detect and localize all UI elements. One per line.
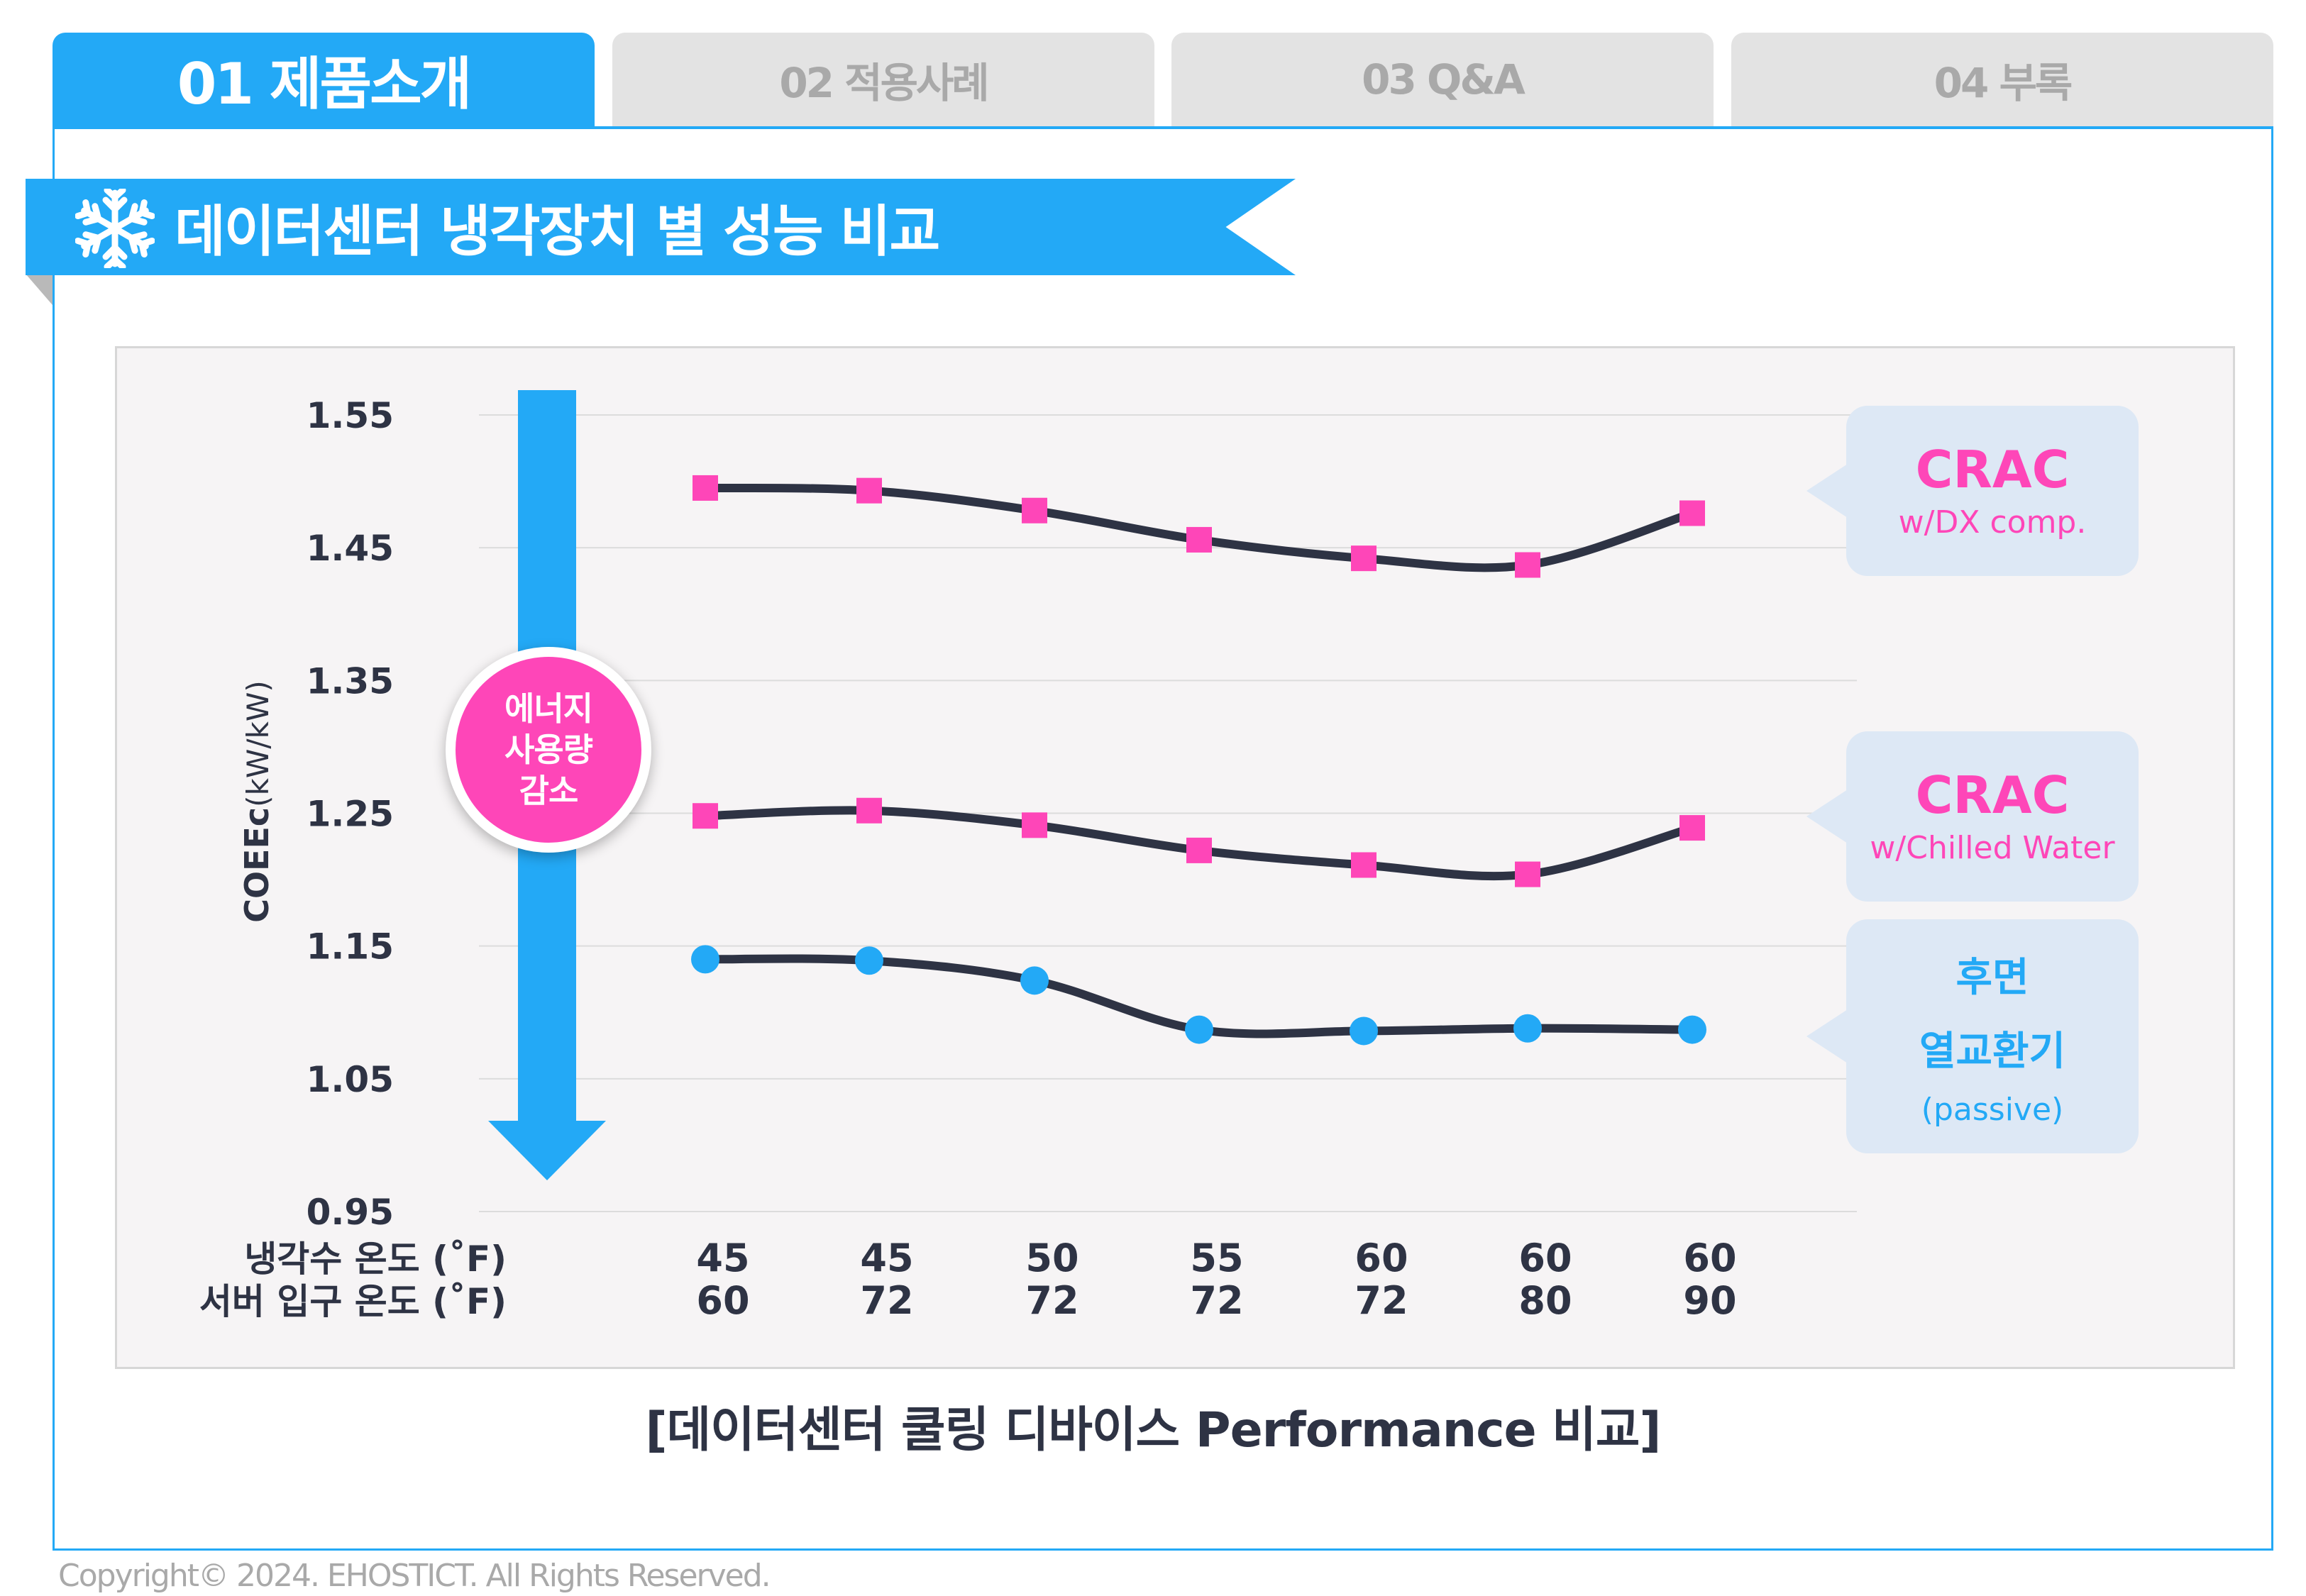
snowflake-icon xyxy=(75,189,155,268)
tab-product-intro[interactable]: 01 제품소개 xyxy=(53,33,595,126)
series-rear-door-point xyxy=(1185,1015,1213,1044)
tab-bar: 01 제품소개 02 적용사례 03 Q&A 04 부록 xyxy=(53,33,2273,126)
legend-crac-dx-sub: w/DX comp. xyxy=(1898,504,2087,541)
y-tick-label: 1.05 xyxy=(307,1059,394,1100)
x-tick-label: 50 xyxy=(1025,1236,1078,1280)
series-crac-chilled-point xyxy=(1022,812,1047,838)
series-rear-door-point xyxy=(1513,1014,1542,1043)
series-crac-dx-point xyxy=(693,475,718,501)
series-crac-chilled-point xyxy=(693,803,718,829)
chart-caption: [데이터센터 쿨링 디바이스 Performance 비교] xyxy=(645,1402,1661,1458)
section-title: 데이터센터 냉각장치 별 성능 비교 xyxy=(175,200,940,264)
y-tick-label: 1.35 xyxy=(307,660,394,702)
series-crac-dx-point xyxy=(1351,545,1377,572)
tab-use-cases[interactable]: 02 적용사례 xyxy=(612,33,1154,126)
y-axis-unit: (kW/kW) xyxy=(241,680,275,807)
x-tick-label: 80 xyxy=(1518,1278,1572,1323)
section-ribbon xyxy=(26,179,1296,275)
series-crac-dx-point xyxy=(1515,552,1540,578)
x-tick-label: 60 xyxy=(1518,1236,1572,1280)
copyright: Copyright© 2024. EHOSTICT. All Rights Re… xyxy=(58,1558,771,1594)
series-crac-dx-point xyxy=(1022,497,1047,523)
legend-crac-dx: CRAC w/DX comp. xyxy=(1806,406,2139,576)
x-tick-label: 45 xyxy=(860,1236,913,1280)
legend-rear-door-sub: (passive) xyxy=(1921,1092,2064,1128)
series-crac-chilled-point xyxy=(1679,815,1705,841)
x-row-label: 냉각수 온도 (˚F) xyxy=(244,1238,507,1280)
legend-rear-door-title-1: 후면 xyxy=(1955,955,2029,1001)
series-rear-door-point xyxy=(1678,1015,1706,1044)
series-rear-door-point xyxy=(855,946,883,975)
series-crac-chilled-point xyxy=(1186,837,1212,863)
y-tick-label: 1.55 xyxy=(307,395,394,436)
tab-appendix[interactable]: 04 부록 xyxy=(1731,33,2273,126)
x-tick-label: 72 xyxy=(1190,1278,1243,1323)
ribbon-fold xyxy=(26,274,53,305)
x-tick-label: 60 xyxy=(696,1278,749,1323)
x-tick-label: 72 xyxy=(1025,1278,1078,1323)
series-crac-dx-point xyxy=(1679,500,1705,526)
x-tick-label: 60 xyxy=(1683,1236,1736,1280)
series-rear-door-point xyxy=(1350,1016,1378,1046)
series-crac-chilled-point xyxy=(856,797,882,824)
tab-qna[interactable]: 03 Q&A xyxy=(1171,33,1714,126)
legend-crac-chilled: CRAC w/Chilled Water xyxy=(1806,731,2139,902)
legend-crac-chilled-sub: w/Chilled Water xyxy=(1870,830,2115,866)
legend-rear-door-title-2: 열교환기 xyxy=(1919,1029,2066,1075)
y-tick-label: 1.15 xyxy=(307,926,394,968)
y-axis-label: COEEc xyxy=(238,807,276,923)
series-rear-door-point xyxy=(691,945,719,974)
x-tick-label: 90 xyxy=(1683,1278,1736,1323)
y-tick-label: 1.25 xyxy=(307,794,394,835)
series-crac-chilled-point xyxy=(1515,861,1540,887)
series-rear-door-point xyxy=(1020,966,1049,995)
x-tick-label: 45 xyxy=(696,1236,749,1280)
x-tick-label: 55 xyxy=(1190,1236,1243,1280)
x-tick-label: 72 xyxy=(860,1278,913,1323)
legend-rear-door: 후면 열교환기 (passive) xyxy=(1806,919,2139,1153)
x-tick-label: 60 xyxy=(1355,1236,1408,1280)
series-crac-dx-point xyxy=(856,477,882,504)
series-crac-chilled-point xyxy=(1351,852,1377,878)
y-axis-title: COEEc(kW/kW) xyxy=(238,680,276,923)
y-tick-label: 0.95 xyxy=(307,1192,394,1233)
y-tick-label: 1.45 xyxy=(307,528,394,569)
series-crac-dx-point xyxy=(1186,526,1212,553)
x-row-label: 서버 입구 온도 (˚F) xyxy=(199,1281,507,1322)
x-tick-label: 72 xyxy=(1355,1278,1408,1323)
legend-crac-chilled-title: CRAC xyxy=(1915,765,2070,825)
legend-crac-dx-title: CRAC xyxy=(1915,440,2070,499)
energy-reduction-badge: 에너지 사용량 감소 xyxy=(446,647,651,853)
